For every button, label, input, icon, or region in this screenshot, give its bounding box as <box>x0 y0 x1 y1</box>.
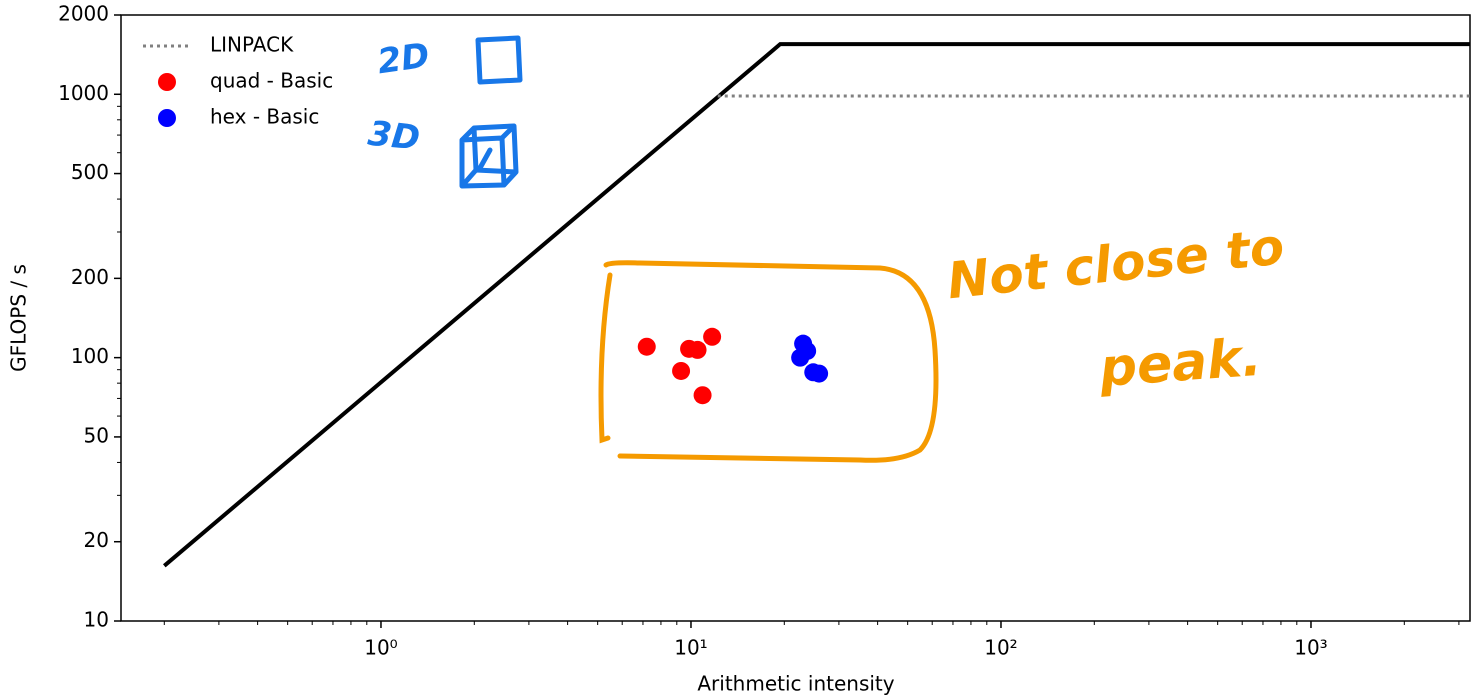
annotation: Not close to <box>945 217 1287 310</box>
y-tick-label: 2000 <box>58 2 109 26</box>
point <box>638 338 656 356</box>
x-tick-label: 10¹ <box>674 636 707 660</box>
y-tick-label: 10 <box>84 608 109 632</box>
legend-swatch <box>158 109 176 127</box>
sketch-shapes <box>462 38 520 186</box>
y-tick-label: 1000 <box>58 81 109 105</box>
x-tick-label: 10⁰ <box>364 636 397 660</box>
y-tick-label: 100 <box>71 344 109 368</box>
chart: Arithmetic intensity GFLOPS / s 10 20 50 10… <box>0 0 1474 698</box>
y-axis-label: GFLOPS / s <box>7 264 31 372</box>
x-axis-label: Arithmetic intensity <box>697 672 894 696</box>
x-tick-label: 10³ <box>1294 636 1327 660</box>
point <box>791 349 809 367</box>
annotation: 2D <box>375 35 432 82</box>
legend-label: LINPACK <box>210 33 294 57</box>
point <box>703 328 721 346</box>
plot-frame <box>121 15 1470 621</box>
legend-swatch <box>158 73 176 91</box>
point <box>810 365 828 383</box>
y-tick-label: 200 <box>71 265 109 289</box>
y-tick-label: 20 <box>84 528 109 552</box>
annotation: peak. <box>1097 328 1264 399</box>
point <box>672 362 690 380</box>
y-tick-label: 500 <box>71 160 109 184</box>
legend-label: quad - Basic <box>210 69 333 93</box>
x-tick-label: 10² <box>984 636 1017 660</box>
annotation: 3D <box>366 114 422 159</box>
roofline <box>164 44 1470 566</box>
sketch-outline <box>601 263 936 461</box>
y-tick-label: 50 <box>84 423 109 447</box>
point <box>694 386 712 404</box>
legend-label: hex - Basic <box>210 105 319 129</box>
point <box>689 341 707 359</box>
